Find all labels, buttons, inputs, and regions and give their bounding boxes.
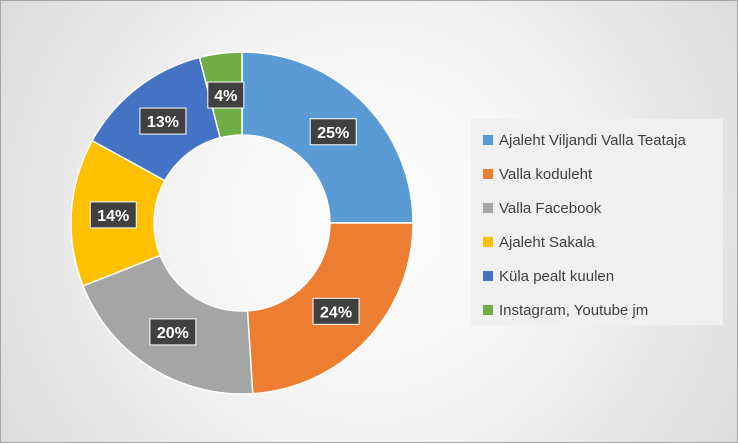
- legend-label: Ajaleht Viljandi Valla Teataja: [499, 131, 686, 149]
- legend: Ajaleht Viljandi Valla Teataja Valla kodu…: [471, 119, 723, 325]
- legend-item: Valla Facebook: [471, 191, 723, 225]
- legend-label: Ajaleht Sakala: [499, 233, 595, 251]
- legend-item: Instagram, Youtube jm: [471, 293, 723, 327]
- legend-item: Valla koduleht: [471, 157, 723, 191]
- legend-label: Instagram, Youtube jm: [499, 301, 649, 319]
- legend-swatch: [483, 203, 493, 213]
- legend-swatch: [483, 271, 493, 281]
- data-label: 13%: [147, 114, 179, 131]
- data-label: 25%: [317, 125, 349, 142]
- legend-label: Valla koduleht: [499, 165, 593, 183]
- data-label: 24%: [320, 304, 352, 321]
- data-label-box: [207, 81, 245, 109]
- legend-item: Ajaleht Viljandi Valla Teataja: [471, 123, 723, 157]
- legend-swatch: [483, 305, 493, 315]
- legend-label: Küla pealt kuulen: [499, 267, 615, 285]
- data-label: 20%: [157, 325, 189, 342]
- data-label-box: [139, 107, 187, 135]
- data-label: 14%: [97, 208, 129, 225]
- legend-swatch: [483, 169, 493, 179]
- legend-swatch: [483, 237, 493, 247]
- legend-item: Ajaleht Sakala: [471, 225, 723, 259]
- data-label-box: [309, 118, 357, 146]
- data-label-box: [89, 201, 137, 229]
- legend-label: Valla Facebook: [499, 199, 602, 217]
- legend-swatch: [483, 135, 493, 145]
- data-label: 4%: [214, 88, 237, 105]
- data-label-box: [312, 297, 360, 325]
- data-label-box: [149, 318, 197, 346]
- legend-item: Küla pealt kuulen: [471, 259, 723, 293]
